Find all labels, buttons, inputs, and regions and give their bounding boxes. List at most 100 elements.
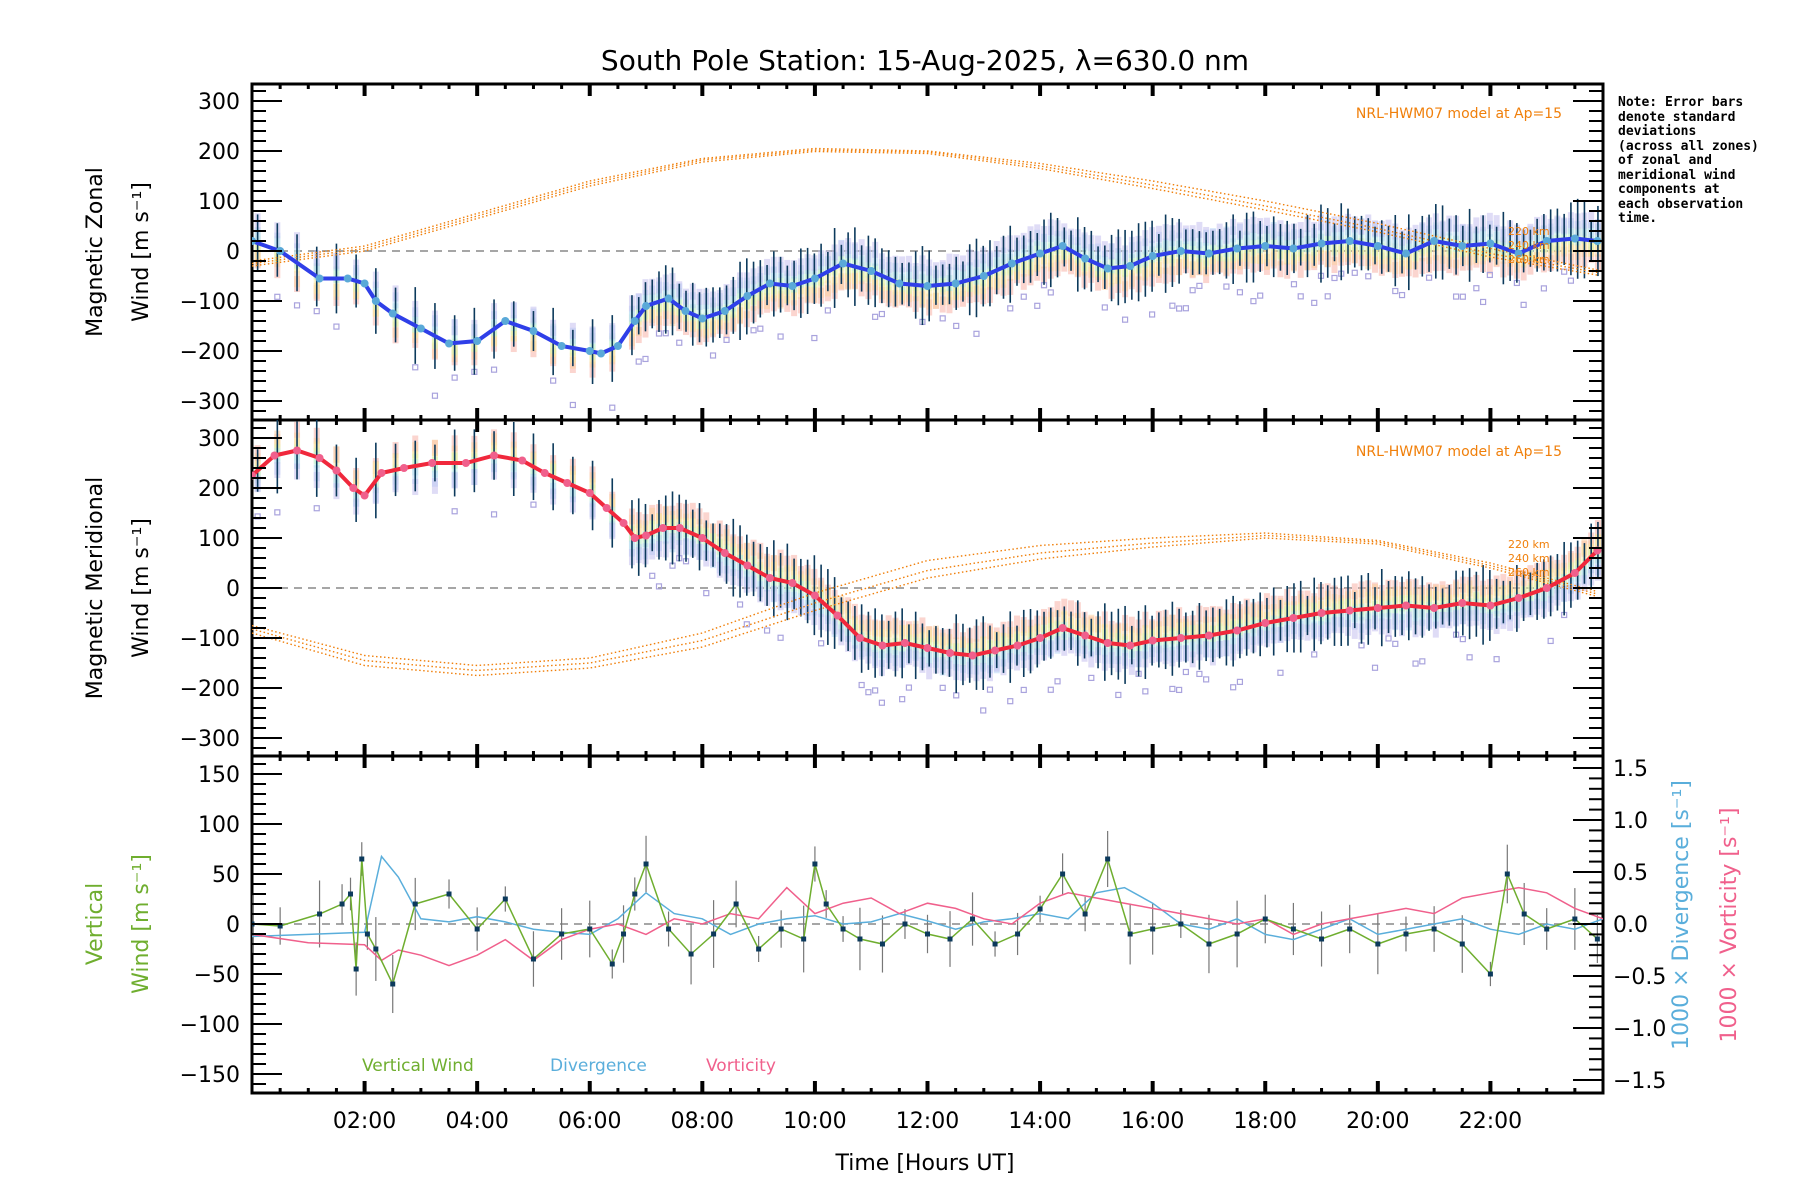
vertical-wind-point [559, 931, 565, 937]
mean-wind-point [1081, 254, 1090, 263]
vertical-wind-point [474, 926, 480, 932]
mean-wind-point [923, 644, 932, 652]
vertical-wind-point [339, 901, 345, 907]
vertical-wind-point [390, 981, 396, 987]
mean-wind-point [563, 479, 572, 487]
outlier-marker [1486, 271, 1493, 279]
outlier-marker [1473, 285, 1480, 292]
divergence-ylabel: 1000 × Divergence [s⁻¹] [1669, 780, 1694, 1050]
outlier-marker [1493, 656, 1500, 663]
mean-wind-point [900, 639, 909, 647]
vertical-wind-point [1015, 931, 1021, 937]
mean-wind-point [349, 484, 358, 492]
y-tick-label: 300 [198, 427, 240, 452]
outlier-marker [878, 310, 886, 318]
vertical-wind-point [530, 956, 536, 962]
outlier-marker [313, 308, 320, 315]
mean-wind-point [399, 464, 408, 472]
zone-marker [1095, 274, 1102, 291]
y-tick-label: 100 [198, 527, 240, 552]
mean-wind-point [602, 504, 611, 512]
zonal-ylabel-1: Magnetic Zonal [83, 167, 108, 337]
vertical-wind-point [1206, 941, 1212, 947]
mean-wind-point [1058, 242, 1067, 250]
mean-wind-point [630, 534, 639, 542]
mean-wind-point [1176, 247, 1185, 255]
mean-wind-point [698, 314, 707, 323]
y2-tick-label: 0.5 [1613, 861, 1648, 886]
vertical-wind-point [1544, 926, 1550, 932]
vertical-wind-point [1037, 906, 1043, 912]
outlier-marker [905, 684, 913, 691]
outlier-marker [569, 401, 576, 409]
outlier-marker [451, 508, 458, 515]
outlier-marker [1020, 293, 1027, 300]
y-tick-label: 100 [198, 190, 240, 215]
mean-wind-point [1058, 624, 1067, 632]
outlier-marker [412, 364, 419, 371]
outlier-marker [274, 293, 281, 300]
zone-marker [1588, 211, 1595, 228]
mean-wind-point [619, 519, 628, 527]
vertical-wind-point [666, 926, 672, 932]
zone-marker [1473, 217, 1480, 234]
mean-wind-point [332, 466, 341, 475]
mean-wind-point [923, 282, 932, 290]
mean-wind-point [1081, 631, 1090, 640]
zone-marker [1014, 615, 1021, 632]
vertical-wind-point [1487, 971, 1493, 977]
vertical-wind-point [621, 931, 627, 937]
outlier-marker [939, 684, 946, 691]
x-tick-label: 16:00 [1121, 1109, 1184, 1134]
outlier-marker [858, 681, 865, 689]
chart-title: South Pole Station: 15-Aug-2025, λ=630.0… [601, 44, 1249, 77]
vertical-wind-point [1459, 941, 1465, 947]
mean-wind-point [1458, 242, 1467, 250]
outlier-marker [1425, 274, 1433, 281]
mean-wind-point [1126, 262, 1135, 270]
vertical-wind-point [756, 946, 762, 952]
outlier-marker [1257, 292, 1264, 299]
mean-wind-point [1486, 601, 1495, 610]
outlier-marker [872, 313, 879, 320]
mean-wind-point [698, 534, 707, 542]
outlier-marker [703, 590, 710, 597]
vertical-wind-point [1234, 931, 1240, 937]
x-tick-label: 04:00 [445, 1109, 508, 1134]
zone-marker [1034, 224, 1041, 241]
mean-wind-point [1007, 259, 1016, 268]
mean-wind-point [833, 611, 842, 620]
mean-wind-point [540, 469, 549, 477]
outlier-marker [676, 339, 683, 346]
mean-wind-point [1345, 237, 1354, 245]
vertical-wind-point [857, 936, 863, 942]
mean-wind-point [1542, 584, 1551, 592]
y-tick-label: −300 [180, 727, 240, 752]
vertical-wind-point [778, 926, 784, 932]
mean-wind-point [293, 446, 302, 455]
model-line-240km [252, 149, 1598, 274]
outlier-marker [1196, 282, 1203, 289]
vorticity-line [252, 886, 1603, 967]
outlier-marker [1466, 654, 1473, 661]
y-tick-label: 0 [226, 913, 240, 938]
outlier-marker [1230, 684, 1237, 691]
y-tick-label: −100 [180, 290, 240, 315]
legend-divergence: Divergence [550, 1056, 647, 1076]
meridional-model-label: NRL-HWM07 model at Ap=15 [1356, 444, 1562, 460]
mean-wind-point [642, 531, 651, 540]
mean-wind-point [1317, 609, 1326, 617]
mean-wind-point [1233, 626, 1242, 635]
outlier-marker [1547, 637, 1554, 645]
model-height-label: 220 km [1508, 538, 1550, 551]
x-tick-label: 14:00 [1008, 1109, 1071, 1134]
vertical-wind-point [348, 891, 354, 897]
mean-wind-point [946, 649, 955, 657]
mean-wind-point [585, 489, 594, 497]
mean-wind-point [1458, 599, 1467, 607]
outlier-marker [1540, 285, 1547, 292]
mean-wind-point [461, 459, 470, 467]
outlier-marker [550, 377, 557, 384]
mean-wind-point [585, 347, 594, 355]
mean-wind-point [1486, 239, 1495, 248]
